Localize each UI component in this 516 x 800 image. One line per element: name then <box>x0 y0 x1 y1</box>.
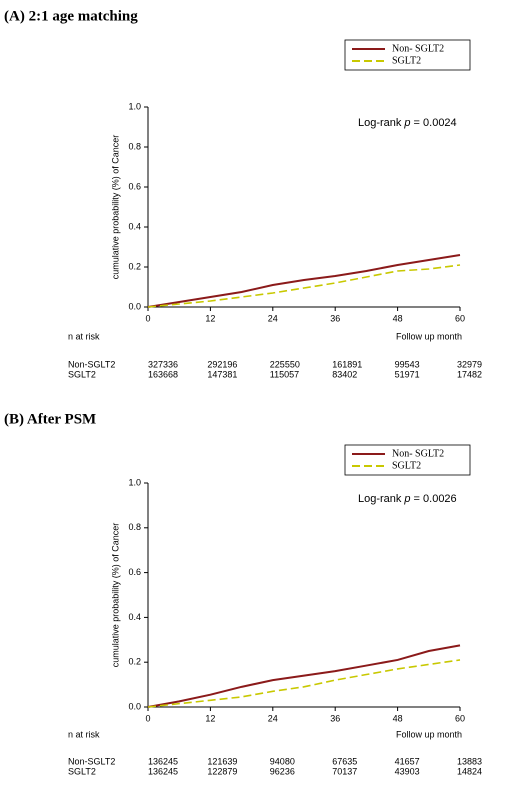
x-tick-label: 36 <box>330 313 340 323</box>
risk-value: 14824 <box>457 766 482 776</box>
risk-value: 136245 <box>148 766 178 776</box>
y-tick-label: 0.6 <box>128 181 141 191</box>
y-axis-label: cumulative probability (%) of Cancer <box>110 523 120 668</box>
legend-label: Non- SGLT2 <box>392 43 444 54</box>
x-tick-label: 60 <box>455 713 465 723</box>
risk-value: 327336 <box>148 359 178 369</box>
y-tick-label: 1.0 <box>128 477 141 487</box>
annotation-part: p <box>403 117 410 129</box>
risk-value: 83402 <box>332 369 357 379</box>
y-tick-label: 1.0 <box>128 101 141 111</box>
x-tick-label: 0 <box>145 313 150 323</box>
legend-box <box>344 39 471 71</box>
risk-value: 163668 <box>148 369 178 379</box>
series-line <box>147 644 461 708</box>
risk-value: 41657 <box>395 756 420 766</box>
y-axis-label: cumulative probability (%) of Cancer <box>110 135 120 280</box>
legend-label: SGLT2 <box>392 55 421 66</box>
risk-value: 67635 <box>332 756 357 766</box>
annotation: Log-rank p = 0.0026 <box>358 493 457 505</box>
x-tick-label: 36 <box>330 713 340 723</box>
risk-value: 32979 <box>457 359 482 369</box>
risk-value: 292196 <box>207 359 237 369</box>
risk-value: 96236 <box>270 766 295 776</box>
chart-title: (B) After PSM <box>4 411 96 427</box>
annotation-part: Log-rank <box>358 493 402 505</box>
legend-label: Non- SGLT2 <box>392 448 444 459</box>
x-tick-label: 0 <box>145 713 150 723</box>
risk-value: 13883 <box>457 756 482 766</box>
y-tick-label: 0.2 <box>128 657 141 667</box>
risk-value: 147381 <box>207 369 237 379</box>
x-tick-label: 12 <box>205 313 215 323</box>
series-line <box>147 659 461 708</box>
annotation-part: = 0.0024 <box>414 117 457 129</box>
risk-value: 51971 <box>395 369 420 379</box>
y-tick-label: 0.8 <box>128 522 141 532</box>
risk-value: 121639 <box>207 756 237 766</box>
y-tick-label: 0.6 <box>128 567 141 577</box>
risk-row-name: SGLT2 <box>68 766 96 776</box>
x-tick-label: 60 <box>455 313 465 323</box>
y-tick-label: 0.8 <box>128 141 141 151</box>
risk-value: 115057 <box>270 369 299 379</box>
annotation-part: = 0.0026 <box>414 493 457 505</box>
x-tick-label: 12 <box>205 713 215 723</box>
risk-value: 94080 <box>270 756 295 766</box>
x-axis-label: Follow up month <box>396 729 462 739</box>
risk-row-name: SGLT2 <box>68 369 96 379</box>
x-tick-label: 48 <box>393 313 403 323</box>
risk-value: 17482 <box>457 369 482 379</box>
legend-box <box>344 444 471 476</box>
y-tick-label: 0.4 <box>128 221 141 231</box>
risk-row-name: Non-SGLT2 <box>68 756 115 766</box>
x-tick-label: 24 <box>268 713 278 723</box>
risk-value: 122879 <box>207 766 237 776</box>
x-tick-label: 24 <box>268 313 278 323</box>
chart-title: (A) 2:1 age matching <box>4 8 138 24</box>
risk-value: 161891 <box>332 359 362 369</box>
annotation: Log-rank p = 0.0024 <box>358 117 457 129</box>
y-tick-label: 0.0 <box>128 701 141 711</box>
risk-value: 136245 <box>148 756 178 766</box>
risk-table-label: n at risk <box>68 331 100 341</box>
risk-table-label: n at risk <box>68 729 100 739</box>
x-tick-label: 48 <box>393 713 403 723</box>
risk-value: 99543 <box>395 359 420 369</box>
x-axis-label: Follow up month <box>396 331 462 341</box>
risk-value: 43903 <box>395 766 420 776</box>
annotation-part: p <box>403 493 410 505</box>
annotation-part: Log-rank <box>358 117 402 129</box>
y-tick-label: 0.4 <box>128 612 141 622</box>
risk-value: 225550 <box>270 359 300 369</box>
risk-value: 70137 <box>332 766 357 776</box>
series-line <box>147 264 461 308</box>
series-line <box>147 254 461 308</box>
risk-row-name: Non-SGLT2 <box>68 359 115 369</box>
y-tick-label: 0.2 <box>128 261 141 271</box>
legend-label: SGLT2 <box>392 460 421 471</box>
y-tick-label: 0.0 <box>128 301 141 311</box>
